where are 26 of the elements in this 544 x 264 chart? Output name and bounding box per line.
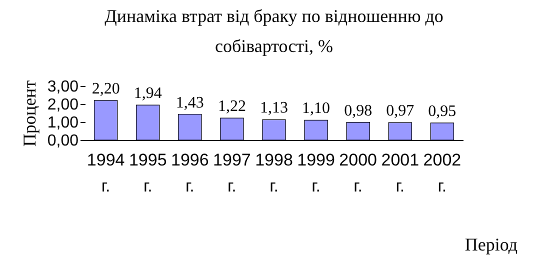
x-tick-label: 1996 г.	[170, 150, 209, 196]
y-axis-title: Процент	[19, 80, 40, 147]
x-axis-title: Період	[464, 234, 518, 254]
data-label: 1,43	[176, 94, 204, 112]
y-tick-label: 0,00	[47, 132, 79, 150]
data-label: 2,20	[92, 80, 120, 98]
y-tick-label: 1,00	[47, 114, 79, 132]
data-label: 0,98	[344, 102, 372, 120]
x-tick-label: 2001 г.	[381, 150, 420, 196]
x-tick-label: 1995 г.	[128, 150, 167, 196]
text: собівартості, %	[214, 36, 334, 56]
text: Динаміка втрат від браку по відношенню до	[104, 6, 444, 26]
data-label: 1,94	[134, 85, 162, 102]
data-label: 0,97	[386, 102, 414, 120]
x-tick-label: 1999 г.	[297, 150, 335, 196]
data-label: 1,10	[302, 100, 330, 118]
x-tick-label: 1998 г.	[255, 150, 293, 196]
x-tick-label: 2002 г.	[423, 150, 462, 196]
y-tick-label: 2,00	[47, 96, 79, 114]
x-tick-label: 1997 г.	[213, 150, 251, 196]
data-label: 1,13	[260, 100, 288, 117]
data-label: 0,95	[428, 102, 456, 120]
data-label: 1,22	[218, 98, 246, 116]
x-tick-label: 1994 г.	[86, 150, 125, 196]
y-tick-label: 3,00	[47, 78, 79, 96]
x-tick-label: 2000 г.	[339, 150, 378, 196]
